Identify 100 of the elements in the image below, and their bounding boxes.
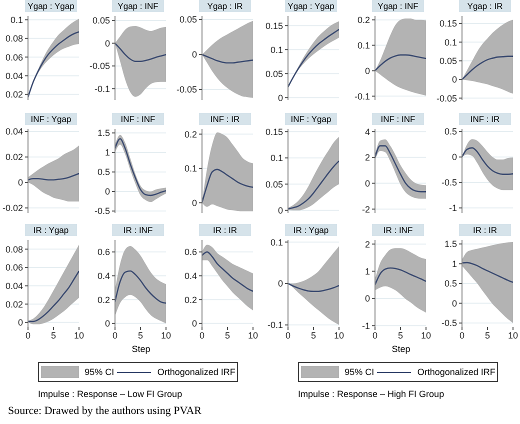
text: 95% CI [84, 367, 114, 377]
y-tick-label: 0.1 [10, 14, 23, 25]
chart-title: INF : INF [112, 113, 164, 125]
y-tick-label: 0.4 [184, 270, 197, 281]
x-tick-label: 10 [508, 330, 518, 340]
y-tick-label: 0.2 [97, 294, 110, 305]
y-tick-label: 0.1 [184, 164, 197, 174]
y-tick-label: 0.08 [5, 244, 23, 254]
y-tick-label: -1 [448, 203, 457, 214]
y-tick-label: 0.1 [444, 37, 457, 48]
line-series [115, 270, 166, 304]
y-tick-label: 0.4 [97, 270, 110, 281]
x-tick-label: 0 [459, 330, 465, 340]
y-tick-label: 0.2 [184, 294, 197, 305]
y-tick-label: 0 [192, 198, 197, 208]
y-tick-label: 1.5 [97, 128, 110, 138]
line-series [375, 267, 426, 286]
chart-title: IR : INF [372, 224, 424, 236]
y-tick-label: 0 [364, 178, 370, 188]
line-series [28, 270, 79, 322]
chart-title: IR : IR [459, 224, 511, 236]
x-tick-label: 5 [224, 330, 230, 340]
chart-title: IR : Ygap [285, 224, 337, 236]
line-series [115, 42, 166, 62]
y-tick-label: 0.1 [357, 40, 370, 50]
chart-title: IR : IR [199, 224, 251, 236]
x-tick-label: 0 [25, 330, 31, 340]
line-series [375, 54, 426, 72]
y-tick-label: -0.1 [267, 320, 283, 330]
x-tick-label: 5 [398, 330, 404, 340]
chart-title: IR : INF [112, 224, 164, 236]
chart-title: INF : Ygap [25, 113, 77, 125]
y-tick-label: 0 [192, 318, 197, 329]
x-tick-label: 10 [248, 330, 258, 340]
y-tick-label: 0.1 [270, 153, 283, 164]
y-tick-label: 0 [18, 178, 23, 188]
chart-title: INF : IR [199, 113, 251, 125]
y-tick-label: 0 [452, 74, 457, 85]
y-tick-label: 0.02 [5, 299, 23, 310]
y-tick-label: 0.05 [179, 14, 197, 25]
line-series [28, 31, 79, 98]
y-tick-label: 0.04 [5, 126, 23, 137]
y-tick-label: 0 [104, 318, 110, 329]
y-tick-label: 0 [104, 186, 110, 197]
y-tick-label: 0.02 [5, 90, 23, 100]
y-tick-label: 0.5 [444, 126, 457, 137]
line-series [202, 251, 253, 292]
line-series [462, 262, 513, 283]
x-tick-label: 0 [199, 330, 205, 340]
legend-label: Orthogonalized IRF [157, 367, 236, 377]
y-tick-label: -1 [362, 320, 370, 331]
chart-title: Ygap : IR [459, 0, 511, 12]
x-tick-label: 10 [160, 330, 172, 340]
y-tick-label: 0 [18, 318, 23, 328]
chart-title: Ygap : IR [199, 0, 251, 12]
line-series [202, 168, 253, 204]
chart-title: Ygap : INF [372, 0, 424, 12]
x-tick-label: 5 [50, 330, 56, 340]
x-tick-label: 0 [112, 330, 118, 340]
x-tick-label: 5 [310, 330, 316, 340]
y-tick-label: 1.5 [444, 239, 457, 250]
y-tick-label: 0.15 [439, 18, 457, 29]
chart-title: INF : Ygap [285, 113, 337, 125]
y-tick-label: 0 [104, 38, 110, 48]
y-tick-label: 0.02 [5, 152, 23, 162]
y-tick-label: 0.08 [5, 34, 23, 44]
line-series [202, 54, 253, 64]
y-tick-label: -2 [362, 204, 370, 214]
y-tick-label: 0.6 [97, 247, 110, 258]
x-axis-title: Step [390, 344, 412, 354]
line-series [462, 147, 513, 175]
y-tick-label: 0.2 [184, 129, 197, 140]
y-tick-label: 0.1 [270, 237, 283, 248]
y-tick-label: -0.5 [441, 178, 457, 188]
y-tick-label: 0.05 [265, 179, 283, 190]
chart-title: Ygap : Ygap [285, 0, 337, 12]
legend-label: Orthogonalized IRF [417, 367, 496, 377]
y-tick-label: 0.04 [5, 280, 23, 291]
line-series [375, 145, 426, 192]
text: Impulse : Response – High FI Group [298, 389, 444, 399]
chart-title: Ygap : INF [112, 0, 164, 12]
y-tick-label: 0.05 [92, 16, 110, 26]
y-tick-label: 0 [364, 294, 370, 304]
text: 95% CI [344, 367, 374, 377]
x-tick-label: 0 [372, 330, 378, 340]
y-tick-label: 0.06 [5, 52, 23, 62]
y-tick-label: 0.5 [444, 278, 457, 289]
y-tick-label: 0.1 [270, 44, 283, 55]
chart-title: Ygap : Ygap [25, 0, 77, 12]
chart-title: IR : Ygap [25, 224, 77, 236]
y-tick-label: 0 [192, 50, 197, 60]
y-tick-label: 0.2 [357, 15, 370, 26]
y-tick-label: -0.1 [94, 84, 110, 94]
y-tick-label: -0.05 [176, 84, 197, 95]
y-tick-label: 0 [452, 152, 457, 162]
y-tick-label: 0 [278, 92, 283, 103]
x-tick-label: 10 [420, 330, 432, 340]
source-note: Source: Drawed by the authors using PVAR [8, 405, 202, 417]
line-series [288, 160, 339, 210]
x-tick-label: 10 [334, 330, 344, 340]
